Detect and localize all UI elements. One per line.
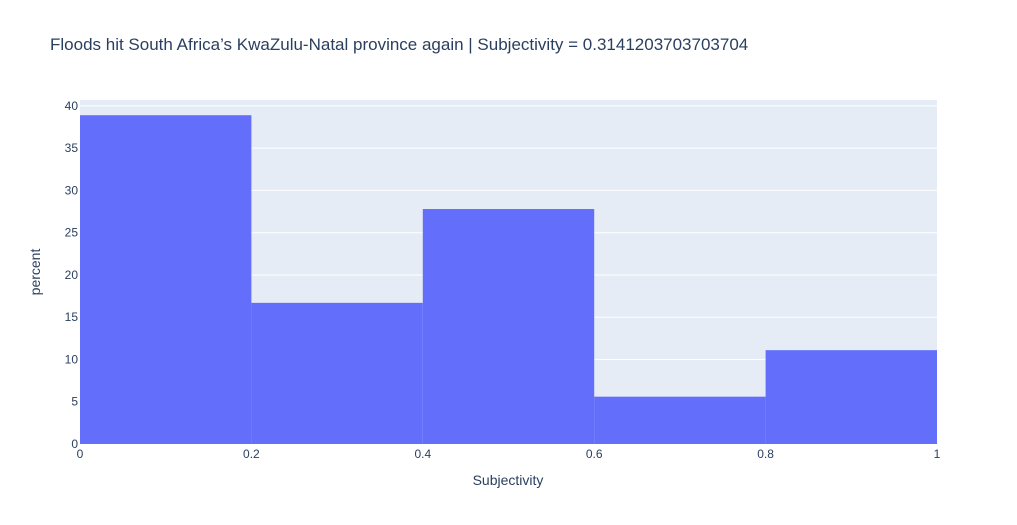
- x-axis-ticks: 0 0.2 0.4 0.6 0.8 1: [77, 447, 941, 461]
- x-axis-title: Subjectivity: [473, 472, 544, 488]
- histogram-bar: [422, 209, 595, 444]
- x-tick-label: 0: [77, 447, 84, 461]
- y-axis-ticks: 0 5 10 15 20 25 30 35 40: [65, 99, 79, 451]
- x-tick-label: 0.6: [586, 447, 603, 461]
- x-tick-label: 1: [934, 447, 941, 461]
- y-tick-label: 30: [65, 183, 79, 197]
- histogram-bar: [765, 350, 937, 444]
- bars: [80, 115, 937, 445]
- x-tick-label: 0.4: [414, 447, 431, 461]
- y-tick-label: 10: [65, 352, 79, 366]
- histogram-bar: [80, 115, 252, 445]
- histogram-bar: [594, 396, 766, 444]
- y-tick-label: 35: [65, 141, 79, 155]
- y-tick-label: 5: [71, 395, 78, 409]
- x-tick-label: 0.2: [243, 447, 260, 461]
- chart-title: Floods hit South Africa’s KwaZulu-Natal …: [50, 35, 748, 54]
- histogram-bar: [251, 302, 423, 444]
- y-tick-label: 20: [65, 268, 79, 282]
- y-tick-label: 25: [65, 226, 79, 240]
- y-tick-label: 15: [65, 310, 79, 324]
- y-tick-label: 40: [65, 99, 79, 113]
- y-tick-label: 0: [71, 437, 78, 451]
- y-axis-title: percent: [27, 249, 43, 296]
- x-tick-label: 0.8: [757, 447, 774, 461]
